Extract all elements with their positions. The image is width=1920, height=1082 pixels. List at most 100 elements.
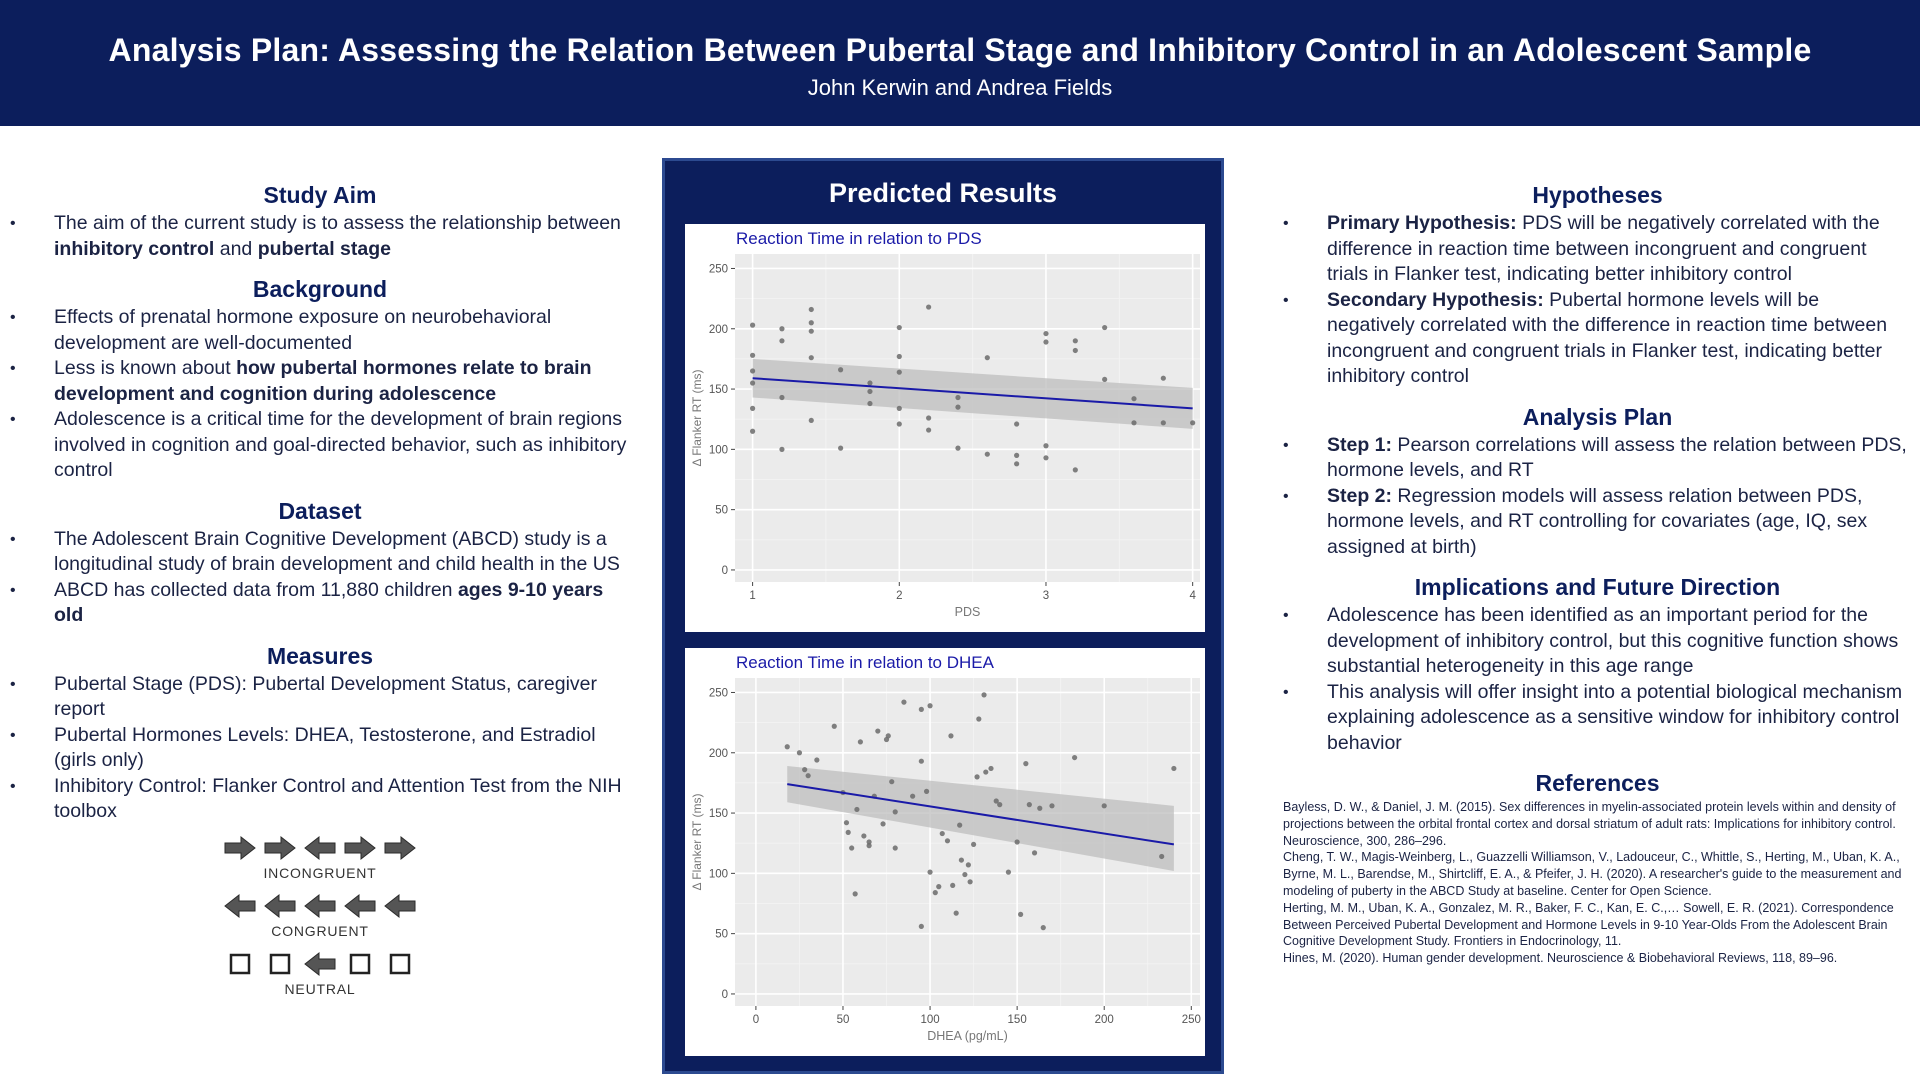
- data-point: [750, 405, 756, 411]
- arrow-left-icon: [304, 893, 336, 918]
- data-point: [1072, 338, 1078, 344]
- incongruent-label: INCONGRUENT: [263, 864, 377, 881]
- data-point: [892, 845, 898, 851]
- data-point: [750, 368, 756, 374]
- text-bold: inhibitory control: [54, 237, 215, 260]
- text: PDS will be negatively correlated with t…: [1327, 212, 1880, 285]
- data-point: [948, 733, 954, 739]
- y-tick-label: 100: [709, 444, 728, 456]
- x-axis-label: DHEA (pg/mL): [927, 1029, 1008, 1043]
- data-point: [936, 884, 942, 890]
- measures-item: Inhibitory Control: Flanker Control and …: [0, 774, 640, 825]
- x-tick-label: 250: [1182, 1014, 1201, 1026]
- data-point: [796, 750, 803, 756]
- implications-list: Adolescence has been identified as an im…: [1275, 603, 1920, 756]
- data-point: [1040, 925, 1046, 931]
- data-point: [867, 380, 873, 386]
- x-tick-label: 4: [1189, 590, 1196, 602]
- data-point: [779, 446, 785, 452]
- data-point: [779, 394, 785, 401]
- measures-list: Pubertal Stage (PDS): Pubertal Developme…: [0, 672, 640, 825]
- reference-item: Herting, M. M., Uban, K. A., Gonzalez, M…: [1283, 900, 1894, 949]
- hypotheses-heading: Hypotheses: [1532, 182, 1663, 208]
- study-aim-list: The aim of the current study is to asses…: [0, 211, 640, 262]
- y-tick-label: 50: [715, 505, 728, 517]
- data-point: [867, 388, 873, 395]
- analysis-plan-heading: Analysis Plan: [1522, 403, 1673, 430]
- analysis-step-item: Step 1: Pearson correlations will assess…: [1275, 433, 1920, 484]
- data-point: [993, 798, 999, 804]
- data-point: [896, 421, 902, 427]
- neutral-box-icon: [229, 953, 251, 974]
- right-column: Hypotheses Primary Hypothesis: PDS will …: [1275, 182, 1920, 967]
- congruent-label: CONGRUENT: [271, 922, 369, 939]
- neutral-label: NEUTRAL: [284, 980, 356, 997]
- implications-heading: Implications and Future Direction: [1414, 574, 1781, 600]
- dhea-scatter-chart: Reaction Time in relation to DHEA 0 50 100 1…: [690, 653, 1201, 1043]
- neutral-arrow-row: [0, 949, 640, 979]
- chart-title: Reaction Time in relation to DHEA: [736, 653, 995, 672]
- data-point: [918, 758, 924, 764]
- arrow-left-icon: [304, 835, 336, 860]
- background-item: Adolescence is a critical time for the d…: [0, 407, 640, 484]
- measures-item: Pubertal Hormones Levels: DHEA, Testoste…: [0, 723, 640, 774]
- y-tick-label: 0: [722, 989, 728, 1001]
- data-point: [750, 428, 756, 434]
- predicted-results-heading: Predicted Results: [828, 178, 1058, 208]
- data-point: [967, 879, 973, 885]
- data-point: [1043, 443, 1049, 449]
- data-point: [953, 910, 959, 916]
- text: and: [214, 237, 258, 260]
- y-tick-label: 200: [709, 324, 728, 336]
- data-point: [808, 417, 814, 424]
- y-tick-label: 0: [722, 565, 728, 577]
- data-point: [1026, 802, 1032, 808]
- data-point: [849, 845, 855, 851]
- data-point: [896, 369, 902, 375]
- data-point: [867, 400, 873, 407]
- background-item: Less is known about how pubertal hormone…: [0, 356, 640, 407]
- data-point: [808, 355, 814, 361]
- arrow-right-icon: [344, 835, 376, 860]
- hypothesis-item: Secondary Hypothesis: Pubertal hormone l…: [1275, 288, 1920, 390]
- data-point: [814, 757, 820, 763]
- study-aim-item: The aim of the current study is to asses…: [0, 211, 640, 262]
- arrow-right-icon: [264, 835, 296, 860]
- background-heading: Background: [252, 276, 388, 302]
- x-tick-label: 2: [896, 590, 902, 602]
- data-point: [831, 723, 837, 729]
- text: Regression models will assess relation b…: [1327, 484, 1868, 558]
- data-point: [944, 838, 951, 844]
- pds-plot-card: Reaction Time in relation to PDS 1 2 3 4 0 50 1…: [685, 224, 1205, 632]
- text: ABCD has collected data from 11,880 chil…: [54, 578, 458, 601]
- data-point: [802, 767, 808, 773]
- data-point: [983, 769, 989, 775]
- data-point: [981, 692, 987, 698]
- y-tick-label: 150: [709, 384, 728, 396]
- neutral-box-icon: [269, 953, 291, 974]
- implication-item: Adolescence has been identified as an im…: [1275, 603, 1920, 680]
- data-point: [896, 353, 902, 360]
- data-point: [1049, 803, 1055, 809]
- neutral-box-icon: [349, 953, 371, 974]
- x-tick-label: 100: [920, 1014, 939, 1026]
- data-point: [950, 882, 956, 889]
- x-tick-label: 50: [837, 1014, 850, 1026]
- data-point: [1031, 850, 1038, 856]
- data-point: [779, 326, 785, 332]
- poster-title: Analysis Plan: Assessing the Relation Be…: [108, 32, 1812, 68]
- data-point: [861, 833, 867, 839]
- data-point: [984, 451, 990, 457]
- data-point: [926, 427, 932, 433]
- data-point: [1131, 420, 1137, 426]
- data-point: [1018, 911, 1024, 917]
- data-point: [955, 394, 961, 401]
- reference-item: Cheng, T. W., Magis-Weinberg, L., Guazze…: [1283, 850, 1902, 898]
- arrow-right-icon: [384, 835, 416, 860]
- data-point: [845, 829, 851, 835]
- x-tick-label: 200: [1095, 1014, 1114, 1026]
- data-point: [750, 380, 756, 386]
- data-point: [926, 415, 932, 421]
- regression-line: [787, 783, 1175, 846]
- data-point: [892, 809, 898, 815]
